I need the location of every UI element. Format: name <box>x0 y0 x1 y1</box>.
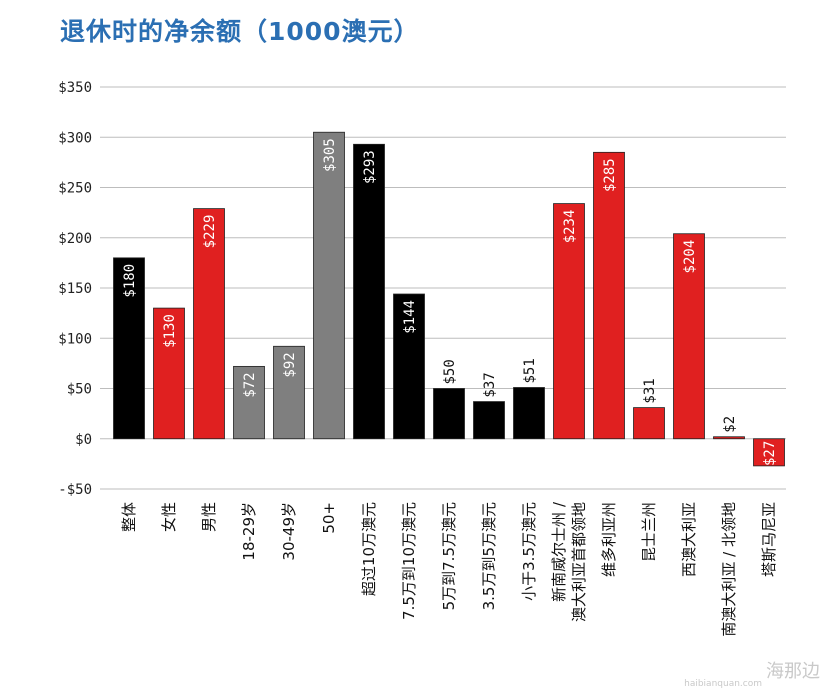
category-label: 南澳大利亚 / 北领地 <box>720 502 738 637</box>
bar-value-label: $204 <box>682 240 698 274</box>
bar <box>353 143 385 440</box>
y-tick-label: $300 <box>58 130 92 146</box>
bar <box>513 387 545 440</box>
bar-value-label: $37 <box>482 372 498 397</box>
bar <box>633 407 665 440</box>
category-label: 男性 <box>200 502 218 532</box>
bar-value-label: $51 <box>522 358 538 383</box>
bars <box>113 131 785 467</box>
category-label: 5万到7.5万澳元 <box>440 502 458 610</box>
watermark: 海那边 <box>766 661 820 682</box>
bar-value-labels: $180 $130 $229 $72 $92 $305 $293 $144 $50 $37 $51 $… <box>122 138 778 474</box>
bar <box>473 401 505 440</box>
category-label: 7.5万到10万澳元 <box>400 502 418 620</box>
chart-title: 退休时的净余额（1000澳元） <box>60 17 420 46</box>
bar <box>753 438 785 467</box>
bar-value-label: $72 <box>242 372 258 397</box>
category-label: 新南威尔士州 / <box>550 501 568 602</box>
y-tick-label: $100 <box>58 331 92 347</box>
y-tick-label: $50 <box>67 382 92 398</box>
bar <box>193 208 225 440</box>
bar-value-label: $92 <box>282 352 298 377</box>
category-label: 3.5万到5万澳元 <box>480 502 498 610</box>
category-label: 西澳大利亚 <box>680 502 698 577</box>
category-labels: 整体 女性 男性 18-29岁 30-49岁 50+ 超过10万澳元 7.5万到10万澳元 5万… <box>120 501 778 637</box>
bar <box>593 151 625 440</box>
bar-value-label: $229 <box>202 215 218 249</box>
bar-value-label: $50 <box>442 359 458 384</box>
category-label: 18-29岁 <box>240 502 258 561</box>
bar-value-label: $130 <box>162 314 178 348</box>
category-label: 50+ <box>320 502 338 534</box>
bar <box>433 388 465 440</box>
y-tick-label: $350 <box>58 80 92 96</box>
category-label: 维多利亚州 <box>600 502 618 577</box>
category-label: 整体 <box>120 502 138 532</box>
bar-value-label: $2 <box>722 416 738 433</box>
y-tick-label: $150 <box>58 281 92 297</box>
bar-value-label: -$27 <box>762 441 778 475</box>
bar-value-label: $180 <box>122 264 138 298</box>
bar <box>273 345 305 440</box>
bar <box>153 307 185 440</box>
y-tick-label: $250 <box>58 181 92 197</box>
category-label: 澳大利亚首都领地 <box>570 502 588 622</box>
bar-value-label: $285 <box>602 158 618 192</box>
category-label: 女性 <box>160 502 178 532</box>
category-label: 塔斯马尼亚 <box>760 502 778 577</box>
bar <box>553 203 585 440</box>
bar <box>673 233 705 440</box>
bar-value-label: $31 <box>642 378 658 403</box>
bar-value-label: $144 <box>402 300 418 334</box>
category-label: 小于3.5万澳元 <box>520 502 538 601</box>
bar <box>393 293 425 440</box>
y-tick-label: -$50 <box>58 482 92 498</box>
y-tick-label: $200 <box>58 231 92 247</box>
bar-value-label: $293 <box>362 150 378 184</box>
y-tick-labels: $350 $300 $250 $200 $150 $100 $50 $0 -$50 <box>58 80 92 498</box>
bar <box>113 257 145 440</box>
category-label: 超过10万澳元 <box>360 502 378 596</box>
category-label: 30-49岁 <box>280 502 298 561</box>
bar-value-label: $305 <box>322 138 338 172</box>
category-label: 昆士兰州 <box>640 502 658 562</box>
watermark-url: haibianquan.com <box>684 679 762 689</box>
y-tick-label: $0 <box>75 432 92 448</box>
bar <box>713 436 745 440</box>
bar-value-label: $234 <box>562 210 578 244</box>
bar <box>313 131 345 440</box>
bar <box>233 365 265 440</box>
